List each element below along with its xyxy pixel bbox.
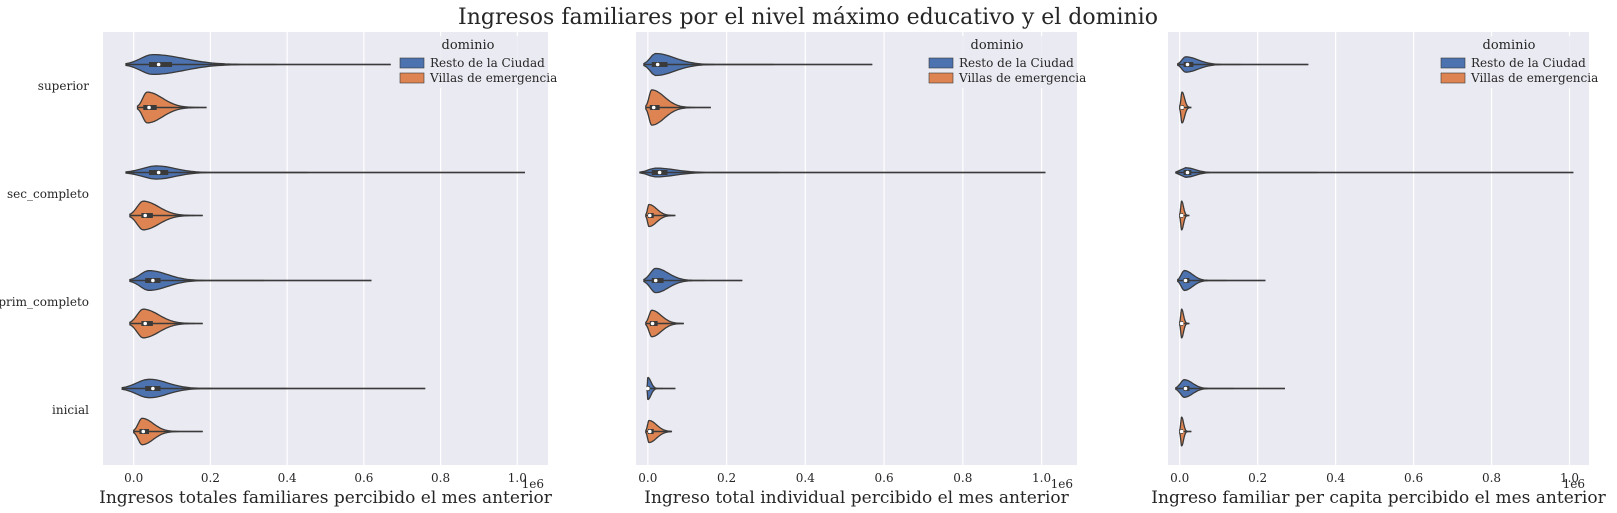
x-tick-label: 0.6	[1404, 471, 1423, 485]
y-tick-label: sec_completo	[7, 187, 89, 201]
x-axis-label: Ingresos totales familiares percibido el…	[99, 488, 553, 508]
x-tick-label: 0.4	[1326, 471, 1345, 485]
violin-median	[151, 278, 155, 283]
x-tick-label: 0.8	[1482, 471, 1501, 485]
x-tick-label: 0.2	[1248, 471, 1267, 485]
legend-entry: Villas de emergencia	[1470, 71, 1598, 85]
x-tick-label: 0.4	[278, 471, 297, 485]
violin-median	[646, 386, 650, 391]
violin-median	[151, 386, 155, 391]
x-tick-label: 0.8	[953, 471, 972, 485]
violin-median	[1183, 278, 1188, 283]
y-tick-label: inicial	[52, 403, 89, 417]
violin-median	[156, 62, 161, 67]
violin-median	[1185, 170, 1190, 175]
x-tick-label: 1.0	[508, 471, 527, 485]
legend-title: dominio	[971, 38, 1024, 53]
legend-entry: Resto de la Ciudad	[1471, 56, 1586, 70]
legend-swatch	[399, 57, 425, 69]
legend-entry: Villas de emergencia	[958, 71, 1086, 85]
x-tick-label: 0.2	[717, 471, 736, 485]
legend-swatch	[399, 72, 425, 84]
violin-median	[141, 429, 146, 434]
violin-median	[1179, 429, 1184, 434]
x-tick-label: 1.0	[1560, 471, 1579, 485]
x-tick-label: 0.0	[638, 471, 657, 485]
x-tick-label: 0.6	[875, 471, 894, 485]
plot-background	[636, 32, 1077, 465]
violin-median	[156, 170, 161, 175]
violin-median	[1179, 321, 1184, 326]
violin-median	[657, 170, 662, 175]
legend-title: dominio	[442, 38, 495, 53]
legend-swatch	[1440, 57, 1466, 69]
chart-title: Ingresos familiares por el nivel máximo …	[458, 5, 1158, 30]
x-tick-label: 1.0	[1032, 471, 1051, 485]
legend-entry: Resto de la Ciudad	[959, 56, 1074, 70]
violin-median	[1183, 386, 1188, 391]
violin-median	[647, 429, 652, 434]
violin-iqr	[141, 213, 153, 218]
x-axis-label: Ingreso total individual percibido el me…	[644, 488, 1069, 508]
plot-background	[1168, 32, 1589, 465]
violin-median	[1179, 213, 1184, 218]
x-tick-label: 0.4	[796, 471, 815, 485]
x-tick-label: 0.0	[124, 471, 143, 485]
violin-median	[1180, 105, 1184, 110]
x-offset-label: 1e6	[1563, 477, 1585, 491]
violin-median	[147, 105, 151, 110]
legend-entry: Villas de emergencia	[429, 71, 557, 85]
x-tick-label: 0.6	[354, 471, 373, 485]
violin-median	[650, 321, 655, 326]
violin-median	[651, 105, 656, 110]
x-offset-label: 1e6	[522, 477, 544, 491]
violin-iqr	[651, 62, 668, 67]
violin-median	[655, 62, 660, 67]
legend-swatch	[928, 57, 954, 69]
violin-iqr	[141, 321, 153, 326]
x-tick-label: 0.8	[431, 471, 450, 485]
y-tick-label: superior	[38, 79, 89, 93]
legend-title: dominio	[1483, 38, 1536, 53]
violin-median	[653, 278, 658, 283]
violin-median	[1185, 62, 1190, 67]
legend-swatch	[928, 72, 954, 84]
violin-median	[143, 321, 147, 326]
plot-background	[103, 32, 548, 465]
x-tick-label: 0.0	[1170, 471, 1189, 485]
violin-iqr	[149, 62, 173, 67]
violin-iqr	[651, 278, 664, 283]
x-axis-label: Ingreso familiar per capita percibido el…	[1151, 488, 1606, 508]
x-offset-label: 1e6	[1051, 477, 1073, 491]
y-tick-label: prim_completo	[0, 295, 89, 309]
x-tick-label: 0.2	[201, 471, 220, 485]
violin-median	[647, 213, 652, 218]
legend-swatch	[1440, 72, 1466, 84]
violin-median	[143, 213, 147, 218]
legend-entry: Resto de la Ciudad	[430, 56, 545, 70]
